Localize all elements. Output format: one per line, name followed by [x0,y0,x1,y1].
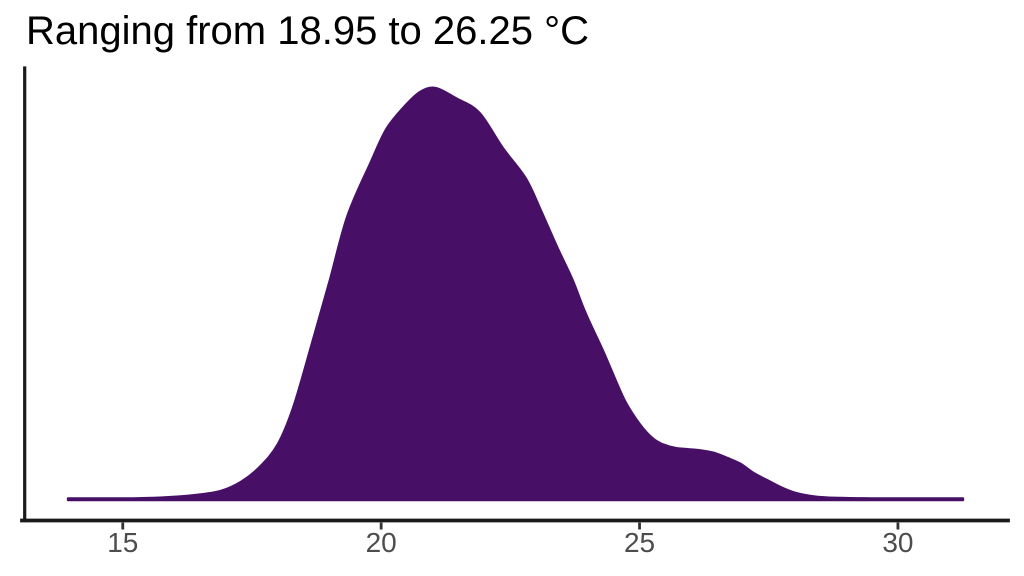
x-axis-tick-label: 15 [107,527,138,558]
density-area [66,86,965,502]
chart-title: Ranging from 18.95 to 26.25 °C [26,9,590,53]
x-axis-tick-label: 25 [624,527,655,558]
x-axis-tick-label: 20 [366,527,397,558]
x-axis-tick-label: 30 [882,527,913,558]
